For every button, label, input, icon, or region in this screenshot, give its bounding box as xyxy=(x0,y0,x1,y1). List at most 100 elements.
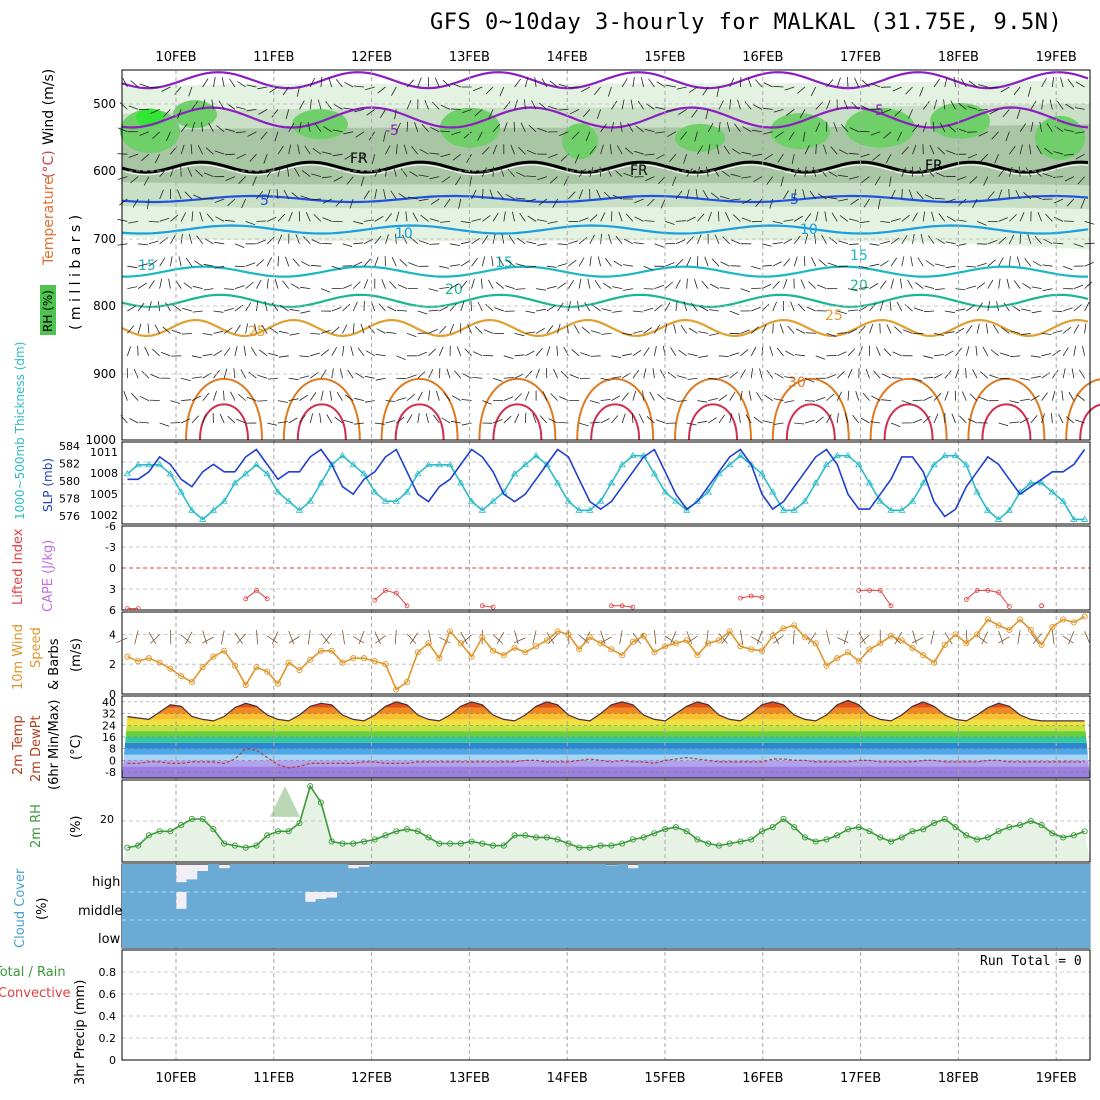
upper-wind-barb xyxy=(708,309,719,312)
li-tick: 0 xyxy=(109,562,116,575)
wind10-ylabel3: & Barbs xyxy=(47,638,62,690)
upper-wind-barb xyxy=(960,78,967,88)
upper-wind-barb xyxy=(149,86,160,89)
cloud-bar-high xyxy=(433,864,446,892)
upper-wind-barb xyxy=(978,84,988,88)
upper-wind-barb xyxy=(965,346,970,356)
wind10-point xyxy=(188,679,195,686)
upper-wind-barb xyxy=(1071,368,1075,379)
upper-wind-barb xyxy=(1022,282,1032,289)
upper-wind-barb xyxy=(752,129,763,133)
upper-wind-barb xyxy=(608,234,612,244)
cloud-bar-high xyxy=(939,864,951,892)
cloud-bar-low xyxy=(928,920,940,948)
cloud-bar-high xyxy=(186,879,198,892)
upper-wind-barb xyxy=(170,234,176,244)
upper-wind-barb xyxy=(686,236,694,245)
panel-frame-rh xyxy=(121,779,1091,863)
upper-wind-barb xyxy=(621,392,629,401)
bottom-date-12FEB: 12FEB xyxy=(351,1071,392,1086)
upper-wind-barb xyxy=(233,368,236,379)
upper-wind-barb xyxy=(1025,167,1032,177)
upper-wind-barb xyxy=(609,144,612,155)
upper-wind-barb xyxy=(289,308,300,312)
upper-wind-barb xyxy=(831,212,838,222)
li-point xyxy=(404,603,410,609)
upper-wind-barb xyxy=(892,351,902,357)
rh2m-point xyxy=(715,842,722,849)
upper-wind-barb xyxy=(766,176,774,185)
li-point xyxy=(963,597,969,602)
top-date-12FEB: 12FEB xyxy=(351,50,392,65)
panel-frame-slp xyxy=(121,441,1091,525)
upper-wind-barb xyxy=(773,108,784,113)
upper-wind-barb xyxy=(374,422,385,425)
cloud-bar-low xyxy=(917,920,930,948)
upper-wind-barb xyxy=(1042,288,1053,292)
upper-wind-barb xyxy=(185,257,193,267)
li-point xyxy=(630,604,636,610)
upper-wind-barb xyxy=(644,153,655,156)
upper-wind-barb xyxy=(580,352,590,357)
upper-wind-barb xyxy=(473,351,483,357)
cloud-bar-middle xyxy=(369,892,381,920)
upper-wind-barb xyxy=(697,420,708,424)
upper-wind-barb xyxy=(385,234,389,244)
upper-wind-barb xyxy=(784,86,795,91)
rh2m-point xyxy=(683,828,690,835)
upper-wind-barb xyxy=(494,307,504,312)
upper-wind-barb xyxy=(925,260,935,267)
upper-wind-barb xyxy=(1029,144,1032,155)
thickness-point xyxy=(328,461,336,468)
upper-wind-barb xyxy=(953,77,956,88)
cloud-bar-middle xyxy=(1047,892,1059,920)
rh2m-point xyxy=(393,828,400,835)
upper-wind-barb xyxy=(702,190,709,200)
thick-ylabel: 1000~500mb Thickness (dm) xyxy=(13,342,27,520)
rh2m-point xyxy=(360,838,368,845)
cloud-bar-high xyxy=(197,871,209,892)
cloud-bar-low xyxy=(1047,920,1059,948)
data-marks xyxy=(115,448,1091,948)
upper-wind-barb xyxy=(263,154,268,164)
wind10-barb xyxy=(930,630,935,645)
upper-wind-barb xyxy=(772,261,782,267)
thickness-point xyxy=(134,461,142,468)
contour-label: FR xyxy=(925,158,943,174)
upper-wind-barb xyxy=(304,145,311,155)
upper-wind-barb xyxy=(847,309,858,312)
upper-wind-barb xyxy=(159,257,166,267)
thickness-point xyxy=(994,515,1003,522)
upper-wind-barb xyxy=(998,236,1007,245)
upper-wind-barb xyxy=(590,355,601,357)
upper-wind-barb xyxy=(256,279,262,289)
upper-wind-barb xyxy=(556,345,558,356)
upper-wind-barb xyxy=(926,169,935,177)
rh2m-point xyxy=(264,832,271,839)
cloud-bar-low xyxy=(197,920,209,948)
upper-wind-barb xyxy=(836,77,841,88)
upper-wind-barb xyxy=(187,167,193,177)
cloud-bar-middle xyxy=(659,892,671,920)
rh2m-point xyxy=(758,828,766,835)
upper-wind-barb xyxy=(656,153,666,160)
upper-wind-barb xyxy=(406,79,415,88)
cloud-bar-low xyxy=(272,920,284,948)
upper-wind-barb xyxy=(896,301,903,312)
upper-wind-barb xyxy=(612,286,623,289)
rh2m-point xyxy=(565,840,572,847)
upper-wind-barb xyxy=(611,415,619,424)
upper-wind-barb xyxy=(890,257,898,267)
upper-wind-barb xyxy=(603,191,612,200)
wind10-barb xyxy=(221,630,225,645)
upper-wind-barb xyxy=(438,368,441,379)
upper-wind-barb xyxy=(288,211,293,222)
thickness-point xyxy=(489,497,497,504)
upper-wind-barb xyxy=(950,100,956,110)
contour-label: -5 xyxy=(870,103,884,119)
cloud-bar-middle xyxy=(122,892,134,920)
cloud-bar-high xyxy=(251,864,263,892)
upper-wind-barb xyxy=(182,307,193,312)
upper-wind-barb xyxy=(511,211,515,222)
thickness-point xyxy=(833,451,841,459)
